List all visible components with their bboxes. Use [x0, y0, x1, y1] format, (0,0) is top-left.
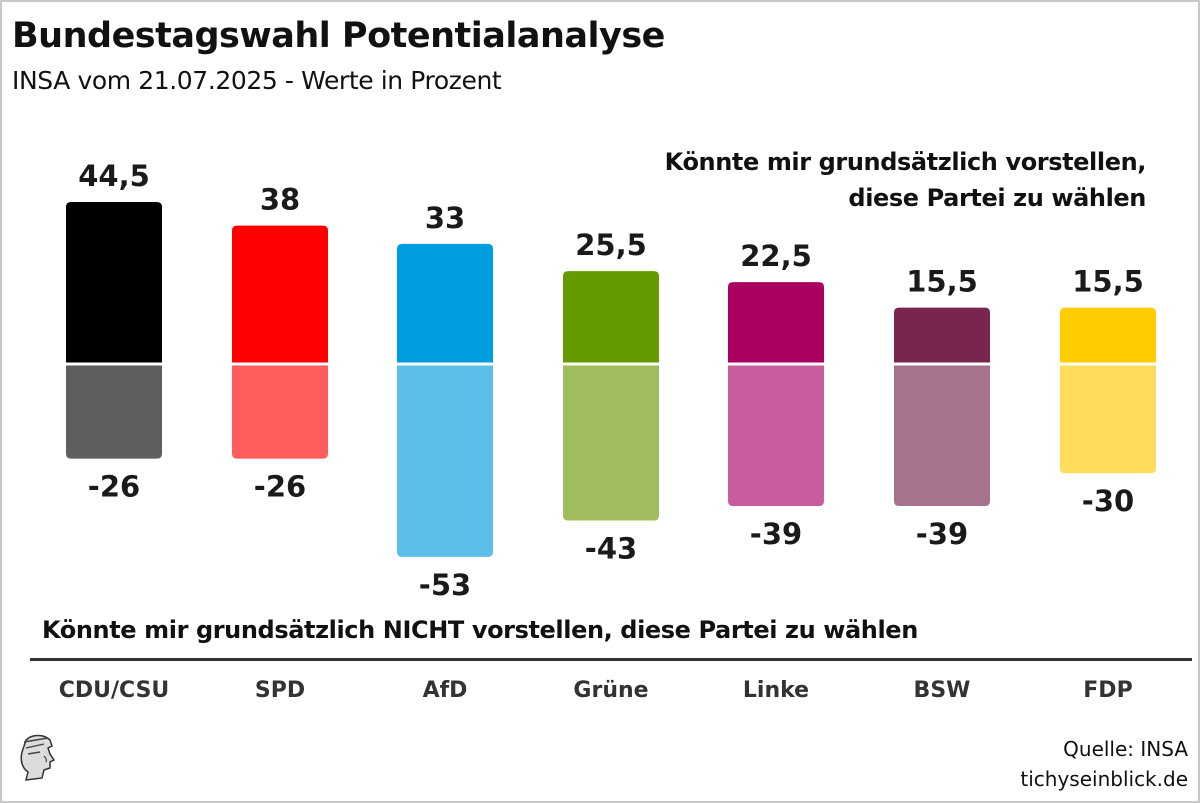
category-label-0: CDU/CSU — [59, 678, 170, 703]
bar-positive-1 — [232, 225, 328, 363]
chart-subtitle: INSA vom 21.07.2025 - Werte in Prozent — [12, 66, 502, 95]
site-link[interactable]: tichyseinblick.de — [1020, 767, 1188, 791]
value-label-positive-3: 25,5 — [575, 228, 647, 262]
positive-caption: Könnte mir grundsätzlich vorstellen, die… — [664, 144, 1147, 216]
value-label-negative-2: -53 — [419, 568, 471, 602]
value-label-negative-4: -39 — [750, 517, 802, 551]
value-label-positive-1: 38 — [260, 183, 300, 217]
hermes-head-icon — [20, 734, 56, 781]
bar-positive-4 — [728, 282, 824, 363]
value-label-positive-4: 22,5 — [740, 239, 812, 273]
source-note: Quelle: INSA tichyseinblick.de — [1020, 734, 1188, 794]
bar-negative-2 — [397, 365, 493, 557]
bar-positive-2 — [397, 243, 493, 363]
negative-caption: Könnte mir grundsätzlich NICHT vorstelle… — [42, 616, 918, 644]
bar-positive-0 — [66, 202, 162, 363]
value-label-positive-0: 44,5 — [78, 159, 150, 193]
category-label-1: SPD — [255, 678, 305, 703]
value-label-negative-6: -30 — [1082, 484, 1134, 518]
value-label-negative-5: -39 — [916, 517, 968, 551]
value-label-negative-3: -43 — [585, 532, 637, 566]
positive-caption-line1: Könnte mir grundsätzlich vorstellen, — [664, 148, 1147, 176]
bar-positive-6 — [1060, 307, 1156, 363]
chart-title: Bundestagswahl Potentialanalyse — [12, 16, 665, 56]
category-label-3: Grüne — [573, 678, 648, 703]
source-label: Quelle: INSA — [1063, 737, 1188, 761]
axis-divider — [30, 658, 1192, 661]
category-label-4: Linke — [743, 678, 809, 703]
value-label-negative-0: -26 — [88, 470, 140, 504]
value-label-positive-5: 15,5 — [906, 265, 978, 299]
bar-negative-6 — [1060, 365, 1156, 474]
category-label-5: BSW — [914, 678, 971, 703]
value-label-positive-6: 15,5 — [1072, 265, 1144, 299]
bar-negative-1 — [232, 365, 328, 459]
value-label-positive-2: 33 — [425, 201, 465, 235]
value-label-negative-1: -26 — [254, 470, 306, 504]
category-label-6: FDP — [1083, 678, 1132, 703]
bar-positive-5 — [894, 307, 990, 363]
bar-negative-0 — [66, 365, 162, 459]
category-label-2: AfD — [423, 678, 468, 703]
bar-positive-3 — [563, 271, 659, 363]
bar-negative-4 — [728, 365, 824, 506]
positive-caption-line2: diese Partei zu wählen — [848, 184, 1146, 212]
bar-negative-3 — [563, 365, 659, 521]
bar-negative-5 — [894, 365, 990, 506]
